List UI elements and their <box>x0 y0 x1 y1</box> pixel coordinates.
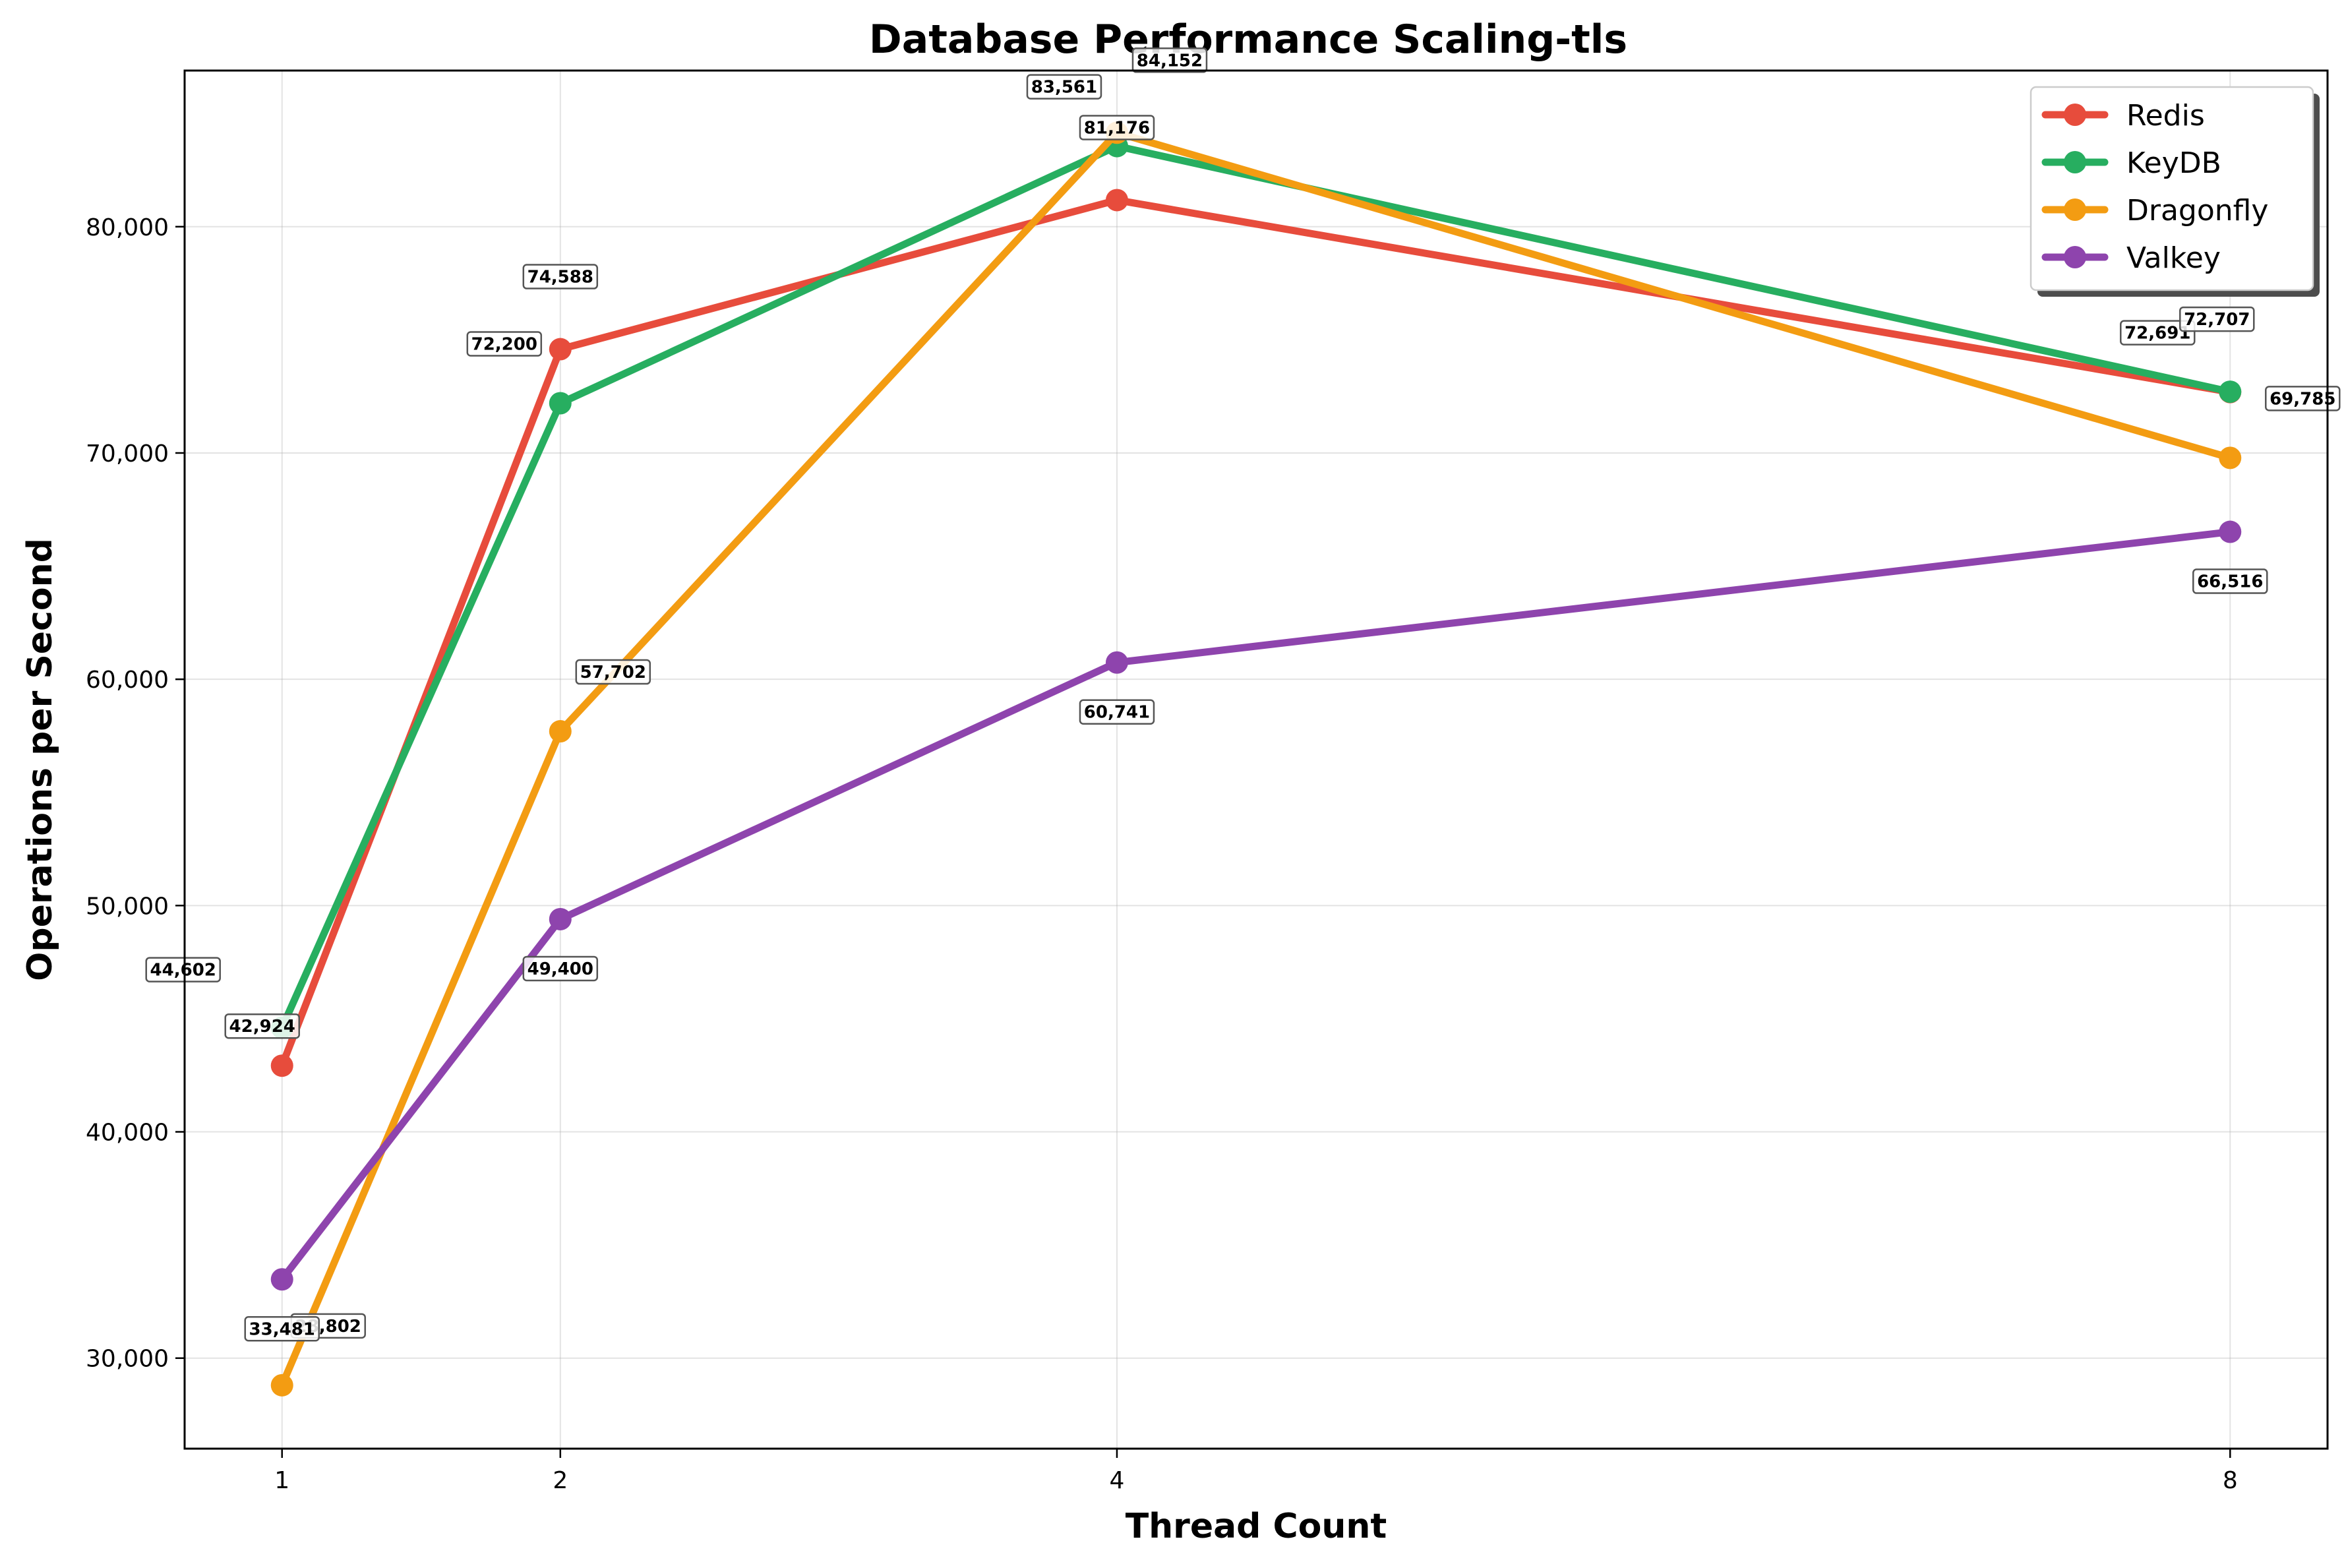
data-point-keydb <box>549 392 572 415</box>
x-tick-label: 8 <box>2223 1467 2238 1494</box>
data-label-keydb: 72,200 <box>471 334 537 354</box>
y-tick-label: 60,000 <box>86 667 169 694</box>
series-line-dragonfly <box>278 129 2234 1389</box>
series-line-keydb <box>278 142 2234 1032</box>
data-label-box-keydb <box>466 331 543 357</box>
data-point-dragonfly <box>270 1373 293 1397</box>
data-label-keydb: 72,707 <box>2184 310 2250 330</box>
data-point-redis <box>270 1054 293 1077</box>
data-point-redis <box>1105 189 1128 212</box>
legend-marker-dragonfly <box>2064 198 2086 221</box>
x-tick-label: 4 <box>1110 1467 1125 1494</box>
data-label-box-redis <box>1079 115 1155 140</box>
series-layer <box>270 121 2242 1397</box>
data-point-valkey <box>270 1268 293 1291</box>
data-label-redis: 74,588 <box>527 268 593 287</box>
data-label-dragonfly: 57,702 <box>580 663 646 682</box>
x-axis-label: Thread Count <box>1126 1507 1387 1546</box>
legend-marker-keydb <box>2064 151 2086 173</box>
data-label-keydb: 44,602 <box>150 961 216 980</box>
data-label-box-keydb <box>1026 74 1102 100</box>
plot-frame <box>183 69 2329 1450</box>
data-label-box-dragonfly <box>2265 386 2341 411</box>
data-label-box-redis <box>2120 320 2196 346</box>
data-label-valkey: 66,516 <box>2197 572 2263 592</box>
data-label-box-redis <box>522 264 599 289</box>
x-tick-label: 2 <box>553 1467 568 1494</box>
legend-label-redis: Redis <box>2126 99 2205 133</box>
axis-layer: 1 2 4 8 30,000 40,000 50,000 60,000 70,000 80,000 <box>86 214 2238 1494</box>
data-label-dragonfly: 69,785 <box>2270 389 2335 409</box>
chart-title: Database Performance Scaling-tls <box>869 16 1627 63</box>
legend: Redis KeyDB Dragonfly Valkey <box>2030 86 2320 297</box>
legend-box <box>2030 86 2314 291</box>
data-label-valkey: 49,400 <box>527 959 593 979</box>
data-point-keydb <box>2219 380 2242 404</box>
y-tick-label: 50,000 <box>86 893 169 920</box>
data-label-dragonfly: 84,152 <box>1137 51 1203 71</box>
legend-label-keydb: KeyDB <box>2126 146 2221 180</box>
data-label-box-redis <box>224 1013 300 1039</box>
data-point-valkey <box>1105 651 1128 674</box>
data-label-redis: 81,176 <box>1084 118 1150 138</box>
data-label-redis: 42,924 <box>229 1017 295 1037</box>
data-label-valkey: 60,741 <box>1084 703 1150 723</box>
y-tick-label: 40,000 <box>86 1120 169 1147</box>
data-label-box-dragonfly <box>575 659 651 685</box>
data-label-keydb: 83,561 <box>1031 78 1097 98</box>
data-point-dragonfly <box>2219 446 2242 469</box>
data-label-box-valkey <box>522 955 599 982</box>
data-label-valkey: 33,481 <box>249 1319 315 1339</box>
legend-marker-valkey <box>2064 246 2086 268</box>
data-point-valkey <box>2219 520 2242 543</box>
y-tick-label: 70,000 <box>86 440 169 467</box>
data-label-box-valkey <box>1079 699 1155 725</box>
series-line-valkey <box>278 528 2234 1283</box>
data-point-dragonfly <box>549 720 572 743</box>
data-label-box-keydb <box>145 957 221 982</box>
legend-label-dragonfly: Dragonfly <box>2126 194 2268 227</box>
data-point-valkey <box>549 907 572 930</box>
data-point-redis <box>549 338 572 361</box>
y-tick-label: 30,000 <box>86 1346 169 1373</box>
legend-label-valkey: Valkey <box>2126 241 2221 275</box>
data-label-box-valkey <box>244 1316 320 1342</box>
data-label-layer: 42,92474,58881,17672,69144,60272,20083,5… <box>145 47 2341 1342</box>
y-tick-label: 80,000 <box>86 214 169 241</box>
legend-marker-redis <box>2064 104 2086 126</box>
data-label-box-keydb <box>2179 306 2255 332</box>
data-label-box-dragonfly <box>1131 47 1208 73</box>
x-tick-label: 1 <box>274 1467 289 1494</box>
data-label-box-valkey <box>2192 568 2268 594</box>
y-axis-label: Operations per Second <box>20 538 60 981</box>
